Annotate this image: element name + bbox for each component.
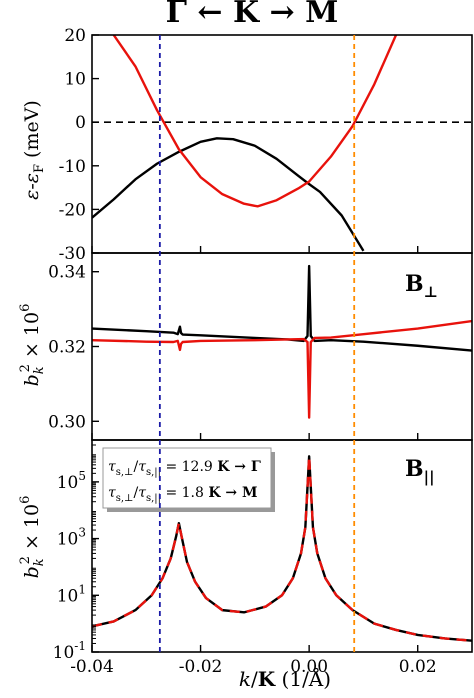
b_par-series-red-line [92,455,472,642]
energy-panel: -30 -20 -10 0 10 20 [59,26,473,264]
energy-ytick-label: 20 [64,26,86,46]
b-par-panel: 10-1 101 103 105 [53,439,473,663]
b_par-frame [91,439,473,653]
energy-ylabel: ε-εF (meV) [21,100,47,200]
x-tick-label: -0.04 [70,657,114,677]
b-perp-ylabel: bk2 × 106 [18,304,47,387]
x-tick-label: -0.02 [179,657,223,677]
energy-frame [91,34,473,254]
annotation-line-1: τs,⊥/τs,|| = 12.9 K → Γ [108,459,261,478]
energy-ytick-label: 10 [64,70,86,90]
x-tick-labels: -0.04 -0.02 0.00 0.02 [70,657,436,677]
b-perp-panel-label: B⊥ [405,271,438,301]
energy-series-black-line [92,137,365,252]
b-par-panel-label: B|| [405,456,435,486]
annotation-shadow-right [271,452,275,512]
energy-ytick-label: 0 [75,113,86,133]
energy-ytick-label: -30 [59,244,86,264]
b_perp-ytick-label: 0.32 [48,338,86,358]
b_perp-ytick-label: 0.30 [48,412,86,432]
energy-series-red-line [112,35,398,208]
vertical-markers [158,35,356,652]
b_par-ytick-label: 101 [57,582,86,606]
b_perp-ytick-label: 0.34 [48,263,86,283]
annotation-line-2: τs,⊥/τs,|| = 1.8 K → M [108,485,258,504]
annotation-box-frame [102,447,272,509]
annotation-shadow-bottom [107,508,275,512]
x-tick-label: 0.00 [290,657,328,677]
b_perp-series-red-line [92,319,472,419]
energy-ytick-label: -20 [59,200,86,220]
b_par-ytick-label: 103 [57,526,86,550]
annotation-box: τs,⊥/τs,|| = 12.9 K → Γ τs,⊥/τs,|| = 1.8… [102,447,275,512]
x-axis-label: k/K (1/Å) [239,666,331,691]
b_par-ytick-label: 10-1 [53,639,86,663]
energy-ytick-label: -10 [59,157,86,177]
figure-title: Γ ← K → M [166,0,339,30]
b-par-ylabel: bk2 × 106 [18,496,47,579]
b_par-ytick-label: 105 [57,469,86,493]
b-perp-panel: 0.30 0.32 0.34 [48,252,473,441]
x-tick-label: 0.02 [399,657,437,677]
